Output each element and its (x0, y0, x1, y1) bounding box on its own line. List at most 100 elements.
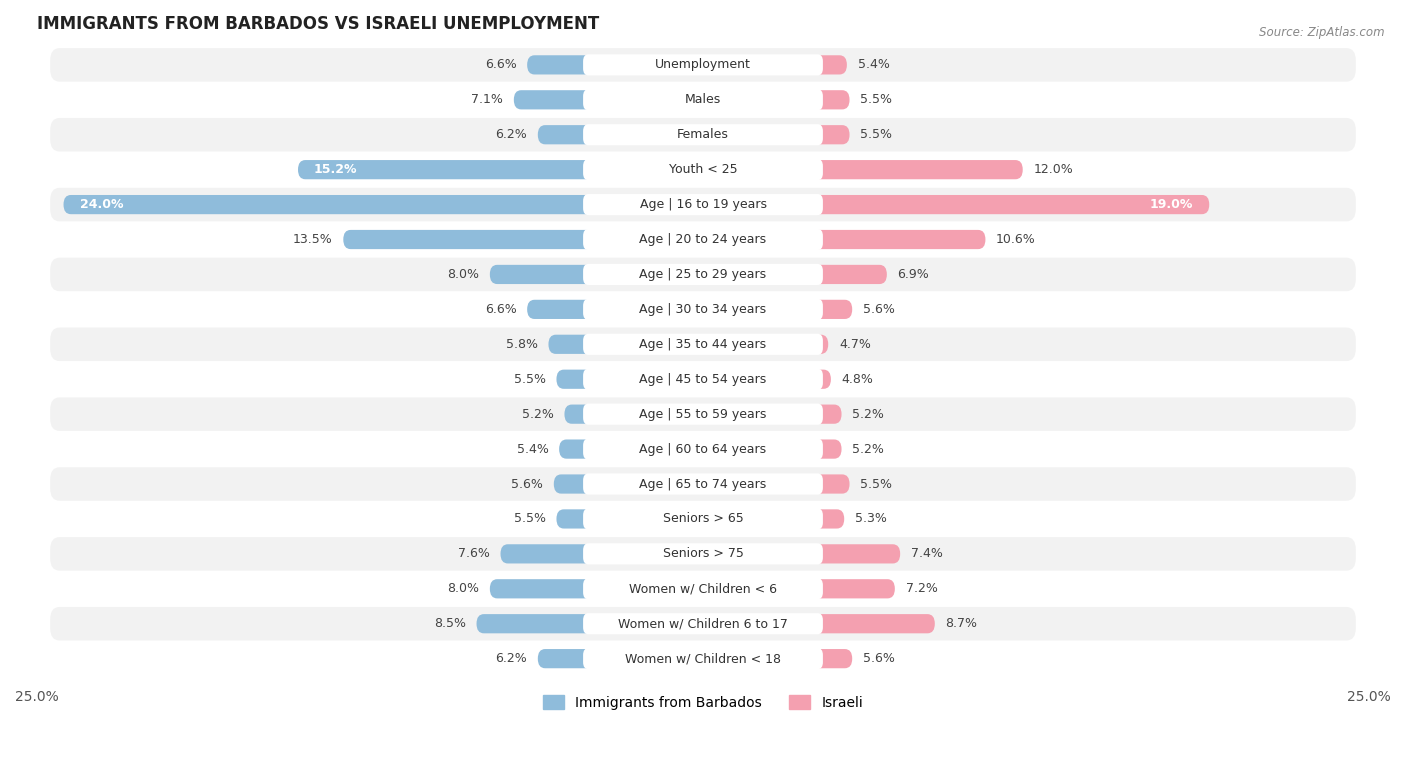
Text: Age | 16 to 19 years: Age | 16 to 19 years (640, 198, 766, 211)
Text: IMMIGRANTS FROM BARBADOS VS ISRAELI UNEMPLOYMENT: IMMIGRANTS FROM BARBADOS VS ISRAELI UNEM… (37, 15, 599, 33)
FancyBboxPatch shape (560, 440, 703, 459)
FancyBboxPatch shape (583, 473, 823, 494)
Text: 8.0%: 8.0% (447, 582, 479, 595)
Text: Source: ZipAtlas.com: Source: ZipAtlas.com (1260, 26, 1385, 39)
Text: 5.6%: 5.6% (863, 652, 894, 665)
FancyBboxPatch shape (477, 614, 703, 634)
FancyBboxPatch shape (703, 509, 844, 528)
Text: Age | 65 to 74 years: Age | 65 to 74 years (640, 478, 766, 491)
FancyBboxPatch shape (51, 467, 1355, 501)
Text: 7.4%: 7.4% (911, 547, 942, 560)
FancyBboxPatch shape (51, 83, 1355, 117)
FancyBboxPatch shape (583, 369, 823, 390)
Text: Age | 30 to 34 years: Age | 30 to 34 years (640, 303, 766, 316)
FancyBboxPatch shape (583, 403, 823, 425)
FancyBboxPatch shape (703, 614, 935, 634)
Text: 5.4%: 5.4% (858, 58, 890, 71)
Text: Age | 55 to 59 years: Age | 55 to 59 years (640, 408, 766, 421)
FancyBboxPatch shape (51, 432, 1355, 466)
Text: 5.5%: 5.5% (860, 128, 893, 142)
FancyBboxPatch shape (343, 230, 703, 249)
Text: Seniors > 65: Seniors > 65 (662, 512, 744, 525)
FancyBboxPatch shape (51, 188, 1355, 221)
FancyBboxPatch shape (63, 195, 703, 214)
Text: 5.6%: 5.6% (512, 478, 543, 491)
FancyBboxPatch shape (703, 544, 900, 563)
FancyBboxPatch shape (564, 404, 703, 424)
FancyBboxPatch shape (51, 328, 1355, 361)
FancyBboxPatch shape (51, 293, 1355, 326)
FancyBboxPatch shape (583, 613, 823, 634)
FancyBboxPatch shape (583, 544, 823, 565)
FancyBboxPatch shape (583, 264, 823, 285)
Text: 12.0%: 12.0% (1033, 164, 1073, 176)
Text: 7.6%: 7.6% (458, 547, 489, 560)
Text: 6.6%: 6.6% (485, 58, 516, 71)
Text: 5.4%: 5.4% (516, 443, 548, 456)
FancyBboxPatch shape (489, 579, 703, 598)
Text: 8.7%: 8.7% (945, 617, 977, 631)
Text: Women w/ Children < 18: Women w/ Children < 18 (626, 652, 780, 665)
FancyBboxPatch shape (527, 300, 703, 319)
FancyBboxPatch shape (583, 648, 823, 669)
FancyBboxPatch shape (703, 579, 894, 598)
FancyBboxPatch shape (703, 195, 1209, 214)
Text: 5.2%: 5.2% (852, 408, 884, 421)
FancyBboxPatch shape (489, 265, 703, 284)
Text: 15.2%: 15.2% (314, 164, 357, 176)
FancyBboxPatch shape (548, 335, 703, 354)
Text: Age | 25 to 29 years: Age | 25 to 29 years (640, 268, 766, 281)
Text: Age | 20 to 24 years: Age | 20 to 24 years (640, 233, 766, 246)
FancyBboxPatch shape (703, 55, 846, 74)
FancyBboxPatch shape (51, 397, 1355, 431)
Text: Age | 60 to 64 years: Age | 60 to 64 years (640, 443, 766, 456)
Text: 6.9%: 6.9% (897, 268, 929, 281)
Text: 19.0%: 19.0% (1150, 198, 1194, 211)
FancyBboxPatch shape (557, 509, 703, 528)
FancyBboxPatch shape (298, 160, 703, 179)
FancyBboxPatch shape (527, 55, 703, 74)
FancyBboxPatch shape (583, 194, 823, 215)
FancyBboxPatch shape (583, 438, 823, 459)
FancyBboxPatch shape (51, 502, 1355, 536)
FancyBboxPatch shape (583, 89, 823, 111)
FancyBboxPatch shape (501, 544, 703, 563)
Text: 4.8%: 4.8% (842, 372, 873, 386)
Text: Age | 35 to 44 years: Age | 35 to 44 years (640, 338, 766, 350)
FancyBboxPatch shape (703, 440, 842, 459)
FancyBboxPatch shape (513, 90, 703, 110)
Text: Males: Males (685, 93, 721, 106)
FancyBboxPatch shape (703, 160, 1022, 179)
FancyBboxPatch shape (51, 153, 1355, 186)
Text: 10.6%: 10.6% (995, 233, 1036, 246)
FancyBboxPatch shape (703, 404, 842, 424)
FancyBboxPatch shape (554, 475, 703, 494)
FancyBboxPatch shape (538, 649, 703, 668)
Text: 6.2%: 6.2% (495, 128, 527, 142)
FancyBboxPatch shape (51, 607, 1355, 640)
FancyBboxPatch shape (703, 125, 849, 145)
FancyBboxPatch shape (557, 369, 703, 389)
FancyBboxPatch shape (51, 537, 1355, 571)
Text: 5.3%: 5.3% (855, 512, 887, 525)
Text: 24.0%: 24.0% (80, 198, 122, 211)
FancyBboxPatch shape (703, 300, 852, 319)
FancyBboxPatch shape (583, 334, 823, 355)
Text: 5.2%: 5.2% (852, 443, 884, 456)
FancyBboxPatch shape (583, 229, 823, 250)
Text: 7.1%: 7.1% (471, 93, 503, 106)
Text: 6.6%: 6.6% (485, 303, 516, 316)
Text: Youth < 25: Youth < 25 (669, 164, 737, 176)
FancyBboxPatch shape (703, 265, 887, 284)
Legend: Immigrants from Barbados, Israeli: Immigrants from Barbados, Israeli (537, 690, 869, 715)
FancyBboxPatch shape (583, 124, 823, 145)
Text: Women w/ Children 6 to 17: Women w/ Children 6 to 17 (619, 617, 787, 631)
Text: 5.5%: 5.5% (513, 512, 546, 525)
FancyBboxPatch shape (51, 572, 1355, 606)
FancyBboxPatch shape (583, 159, 823, 180)
Text: 5.5%: 5.5% (513, 372, 546, 386)
Text: Seniors > 75: Seniors > 75 (662, 547, 744, 560)
FancyBboxPatch shape (703, 475, 849, 494)
Text: 5.5%: 5.5% (860, 93, 893, 106)
FancyBboxPatch shape (51, 223, 1355, 257)
